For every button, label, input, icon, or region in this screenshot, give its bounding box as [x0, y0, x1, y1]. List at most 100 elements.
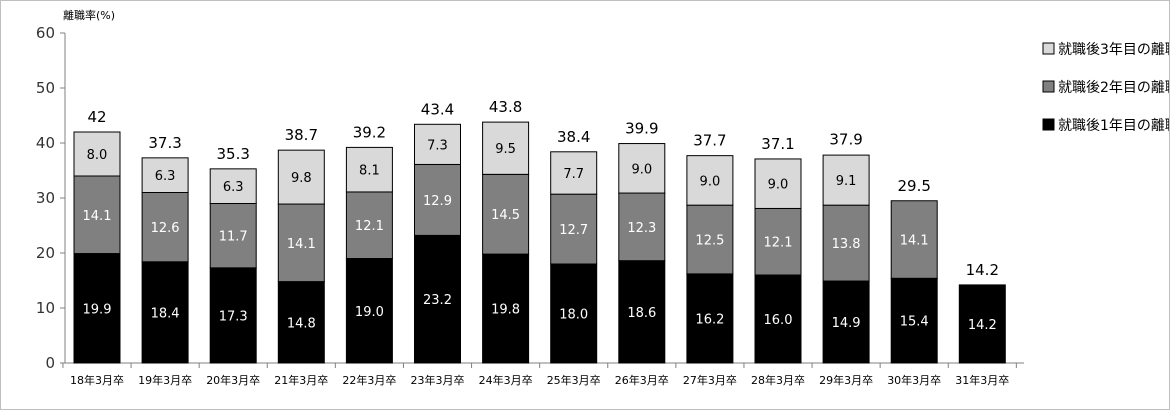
- bar-segment: [754, 274, 802, 364]
- bar-segment: [822, 154, 870, 206]
- bar-segment-label: 12.6: [151, 221, 180, 236]
- bar-segment: [414, 163, 461, 236]
- bar-segment-label: 19.9: [83, 302, 112, 317]
- y-tick-label: 0: [45, 354, 55, 372]
- y-tick-label: 50: [36, 79, 55, 97]
- bar-segment: [414, 123, 461, 165]
- bar-segment-label: 12.5: [695, 234, 724, 249]
- x-category-label: 29年3月卒: [819, 373, 873, 387]
- x-category-label: 30年3月卒: [887, 373, 941, 387]
- bar-segment-label: 9.1: [836, 174, 857, 189]
- legend-label: 就職後1年目の離職率: [1058, 117, 1169, 134]
- bar-segment: [482, 121, 530, 175]
- bar-segment: [890, 277, 938, 364]
- bar-segment: [345, 258, 393, 364]
- bar-total-label: 37.9: [829, 131, 862, 149]
- bar-segment: [209, 168, 257, 205]
- legend-label: 就職後3年目の離職率: [1058, 41, 1169, 58]
- bar-segment: [618, 192, 666, 262]
- bar-segment-label: 7.7: [563, 167, 584, 182]
- bar-total-label: 37.1: [761, 135, 794, 153]
- x-category-label: 20年3月卒: [206, 373, 260, 387]
- bar-segment: [822, 204, 870, 282]
- bar-segment-label: 9.5: [495, 142, 516, 157]
- x-category-label: 28年3月卒: [751, 373, 805, 387]
- bar-total-label: 14.2: [966, 261, 999, 279]
- bar-segment-label: 9.0: [631, 162, 652, 177]
- bar-segment-label: 14.1: [287, 237, 316, 252]
- bar-segment-label: 12.1: [355, 219, 384, 234]
- x-category-label: 18年3月卒: [70, 373, 124, 387]
- legend-label: 就職後2年目の離職率: [1058, 79, 1169, 96]
- bar-segment-label: 11.7: [219, 230, 248, 245]
- bar-segment: [73, 131, 121, 177]
- bar-segment: [754, 207, 802, 276]
- bar-segment-label: 9.0: [768, 178, 789, 193]
- bar-segment-label: 9.0: [700, 174, 721, 189]
- bar-segment-label: 8.0: [87, 148, 108, 163]
- bar-segment-label: 14.9: [832, 316, 861, 331]
- bar-segment: [73, 253, 121, 364]
- x-category-label: 22年3月卒: [342, 373, 396, 387]
- bar-segment: [277, 149, 325, 205]
- bar-segment-label: 6.3: [223, 180, 244, 195]
- bar-segment-label: 18.6: [627, 306, 656, 321]
- bar-segment-label: 7.3: [427, 138, 448, 153]
- x-category-label: 24年3月卒: [479, 373, 533, 387]
- bar-segment-label: 12.7: [559, 223, 588, 238]
- bar-segment-label: 19.8: [491, 303, 520, 318]
- legend: 就職後3年目の離職率就職後2年目の離職率就職後1年目の離職率: [1042, 41, 1170, 134]
- bar-segment-label: 16.2: [695, 312, 724, 327]
- bar-segment: [277, 281, 325, 364]
- bar-segment-label: 14.5: [491, 208, 520, 223]
- x-category-label: 27年3月卒: [683, 373, 737, 387]
- bar-segment: [73, 175, 121, 255]
- bar-segment: [414, 234, 461, 364]
- bar-total-label: 39.9: [625, 120, 658, 138]
- bar-total-label: 43.4: [421, 100, 454, 118]
- bar-segment-label: 15.4: [900, 315, 929, 330]
- x-category-label: 31年3月卒: [955, 373, 1009, 387]
- y-axis-title: 離職率(%): [63, 8, 115, 22]
- bar-segment: [686, 204, 734, 275]
- bar-total-label: 43.8: [489, 98, 522, 116]
- bar-total-label: 38.7: [285, 126, 318, 144]
- bar-total-label: 37.7: [693, 132, 726, 150]
- bar-segment: [550, 151, 598, 195]
- bar-segment-label: 18.0: [559, 308, 588, 323]
- y-tick-label: 40: [36, 134, 55, 152]
- bar-segment-label: 12.3: [627, 221, 656, 236]
- bar-segment-label: 8.1: [359, 164, 380, 179]
- bar-segment: [890, 200, 938, 279]
- bar-segment: [482, 173, 530, 255]
- bar-segment: [618, 260, 666, 364]
- legend-swatch: [1042, 118, 1055, 131]
- y-tick-label: 60: [36, 24, 55, 42]
- legend-swatch: [1042, 80, 1055, 93]
- bar-segment: [686, 155, 734, 206]
- x-category-label: 25年3月卒: [547, 373, 601, 387]
- bar-segment: [618, 143, 666, 194]
- bar-segment: [686, 273, 734, 364]
- bar-segment: [209, 267, 257, 364]
- bar-total-label: 29.5: [897, 177, 930, 195]
- bar-segment: [754, 158, 802, 209]
- bar-segment: [209, 203, 257, 269]
- bar-segment-label: 17.3: [219, 309, 248, 324]
- bar-segment: [141, 157, 189, 194]
- bar-segment: [345, 146, 393, 193]
- bar-segment-label: 14.1: [83, 209, 112, 224]
- x-category-label: 26年3月卒: [615, 373, 669, 387]
- y-tick-label: 30: [36, 189, 55, 207]
- bar-segment-label: 12.1: [764, 236, 793, 251]
- bar-segment-label: 18.4: [151, 306, 180, 321]
- bar-total-label: 42: [87, 108, 106, 126]
- bar-segment: [482, 253, 530, 364]
- x-category-label: 21年3月卒: [274, 373, 328, 387]
- bar-segment-label: 14.1: [900, 234, 929, 249]
- bar-segment-label: 13.8: [832, 237, 861, 252]
- legend-swatch: [1042, 42, 1055, 55]
- bar-total-label: 37.3: [148, 134, 181, 152]
